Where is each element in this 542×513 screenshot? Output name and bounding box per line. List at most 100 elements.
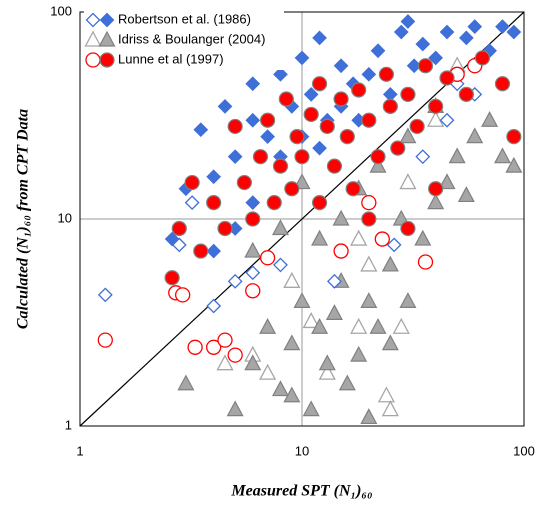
circle-marker (439, 70, 455, 86)
triangle-marker (311, 229, 329, 246)
legend-label: Idriss & Boulanger (2004) (118, 31, 265, 46)
diamond-marker (294, 50, 310, 66)
triangle-marker (84, 30, 102, 47)
triangle-marker (427, 110, 445, 127)
circle-marker (474, 50, 491, 66)
triangle-marker (244, 241, 262, 258)
circle-marker (252, 149, 269, 165)
circle-marker (378, 66, 395, 82)
triangle-marker (505, 156, 523, 173)
triangle-marker (438, 173, 456, 190)
legend-background (84, 51, 284, 70)
diamond-marker (467, 19, 483, 34)
triangle-marker (493, 147, 511, 164)
circle-marker (428, 98, 444, 114)
circle-marker (227, 347, 243, 363)
diamond-marker (273, 66, 288, 82)
y-tick-label: 10 (58, 210, 72, 225)
circle-marker (85, 52, 101, 68)
circle-marker (506, 129, 522, 145)
diamond-marker (164, 231, 180, 247)
circle-marker (245, 211, 261, 227)
circle-marker (206, 339, 222, 355)
diamond-marker (415, 149, 431, 165)
circle-marker (278, 91, 294, 107)
circle-marker (266, 195, 282, 211)
circle-marker (311, 76, 328, 92)
diamond-marker (312, 30, 327, 46)
diamond-marker (99, 12, 115, 28)
circle-marker (245, 283, 261, 299)
diamond-marker (439, 24, 455, 40)
triangle-marker (457, 186, 475, 203)
circle-marker (99, 52, 115, 68)
triangle-marker (369, 317, 387, 334)
diamond-marker (245, 76, 261, 92)
circle-marker (345, 181, 361, 197)
circle-marker (303, 106, 319, 123)
diamond-marker (206, 243, 222, 259)
triangle-marker (177, 374, 195, 391)
triangle-marker (283, 334, 301, 351)
legend-label: Robertson et al. (1986) (118, 11, 251, 26)
diamond-marker (245, 195, 261, 210)
circle-marker (171, 220, 187, 237)
circle-marker (311, 195, 328, 211)
diamond-marker (393, 24, 409, 40)
diamond-marker (260, 129, 275, 144)
diamond-marker (400, 14, 416, 29)
diamond-marker (245, 265, 261, 281)
y-tick-label: 1 (65, 417, 72, 432)
diamond-marker (370, 43, 386, 59)
diamond-marker (361, 66, 377, 82)
triangle-marker (466, 127, 484, 144)
triangle-marker (332, 209, 350, 226)
circle-marker (361, 194, 377, 211)
circle-marker (400, 86, 416, 102)
triangle-marker (481, 110, 499, 127)
circle-marker (193, 243, 209, 259)
circle-marker (361, 211, 377, 227)
triangle-marker (381, 255, 399, 272)
circle-marker (361, 112, 377, 128)
diamond-marker (184, 195, 200, 211)
triangle-marker (427, 193, 445, 210)
diamond-marker (459, 30, 474, 46)
circle-marker (339, 129, 355, 145)
diamond-marker (428, 50, 444, 66)
circle-marker (284, 181, 300, 197)
diamond-marker (312, 140, 327, 156)
circle-marker (217, 220, 233, 237)
circle-marker (382, 98, 398, 114)
circle-marker (294, 149, 310, 165)
triangle-marker (216, 354, 234, 371)
circle-marker (333, 91, 349, 107)
circle-marker (217, 332, 233, 348)
circle-marker (227, 118, 243, 135)
circle-marker (175, 287, 191, 303)
circle-marker (259, 250, 276, 266)
y-tick-label: 100 (50, 3, 72, 18)
triangle-marker (271, 219, 289, 236)
circle-marker (351, 82, 367, 98)
triangle-marker (350, 345, 368, 362)
triangle-marker (318, 363, 336, 380)
diamond-marker (333, 58, 349, 74)
triangle-marker (259, 363, 277, 380)
circle-marker (319, 118, 335, 135)
circle-marker (289, 129, 305, 145)
circle-marker (184, 174, 200, 191)
triangle-marker (381, 334, 399, 351)
circle-marker (494, 76, 511, 92)
plot-frame (79, 11, 525, 427)
circle-marker (370, 149, 386, 165)
diamond-marker (415, 36, 431, 52)
triangle-marker (283, 271, 301, 288)
diamond-marker (245, 112, 261, 128)
diamond-marker (206, 169, 222, 185)
circle-marker (97, 332, 113, 348)
triangle-marker (369, 156, 387, 173)
legend-background (84, 31, 284, 50)
triangle-marker (325, 304, 343, 320)
triangle-marker (399, 173, 417, 190)
